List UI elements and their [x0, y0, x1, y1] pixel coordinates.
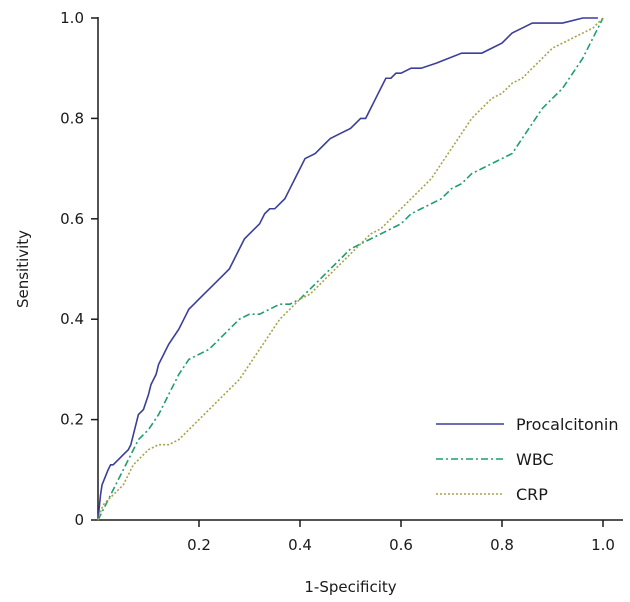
legend: Procalcitonin WBC CRP — [436, 415, 618, 504]
series-line-crp — [97, 17, 604, 521]
axes: 0.2 0.4 0.6 0.8 1.0 0 0.2 0.4 0.6 0.8 1.0 — [60, 9, 623, 554]
legend-label-crp: CRP — [516, 485, 548, 504]
y-tick-label: 0.4 — [60, 310, 84, 328]
y-ticks: 0 0.2 0.4 0.6 0.8 1.0 — [60, 9, 98, 529]
y-axis-title: Sensitivity — [14, 230, 32, 308]
legend-label-wbc: WBC — [516, 450, 554, 469]
x-tick-label: 1.0 — [591, 536, 615, 554]
series-line-wbc — [97, 17, 604, 521]
y-tick-label: 0 — [74, 511, 84, 529]
series-layer — [97, 17, 604, 521]
legend-label-procalcitonin: Procalcitonin — [516, 415, 618, 434]
x-tick-label: 0.6 — [389, 536, 413, 554]
y-tick-label: 0.2 — [60, 411, 84, 429]
x-ticks: 0.2 0.4 0.6 0.8 1.0 — [187, 520, 615, 554]
x-axis-title: 1-Specificity — [304, 578, 396, 596]
y-tick-label: 0.6 — [60, 210, 84, 228]
series-line-procalcitonin — [97, 17, 598, 521]
x-tick-label: 0.8 — [490, 536, 514, 554]
y-tick-label: 1.0 — [60, 9, 84, 27]
x-tick-label: 0.4 — [288, 536, 312, 554]
x-tick-label: 0.2 — [187, 536, 211, 554]
y-tick-label: 0.8 — [60, 109, 84, 127]
